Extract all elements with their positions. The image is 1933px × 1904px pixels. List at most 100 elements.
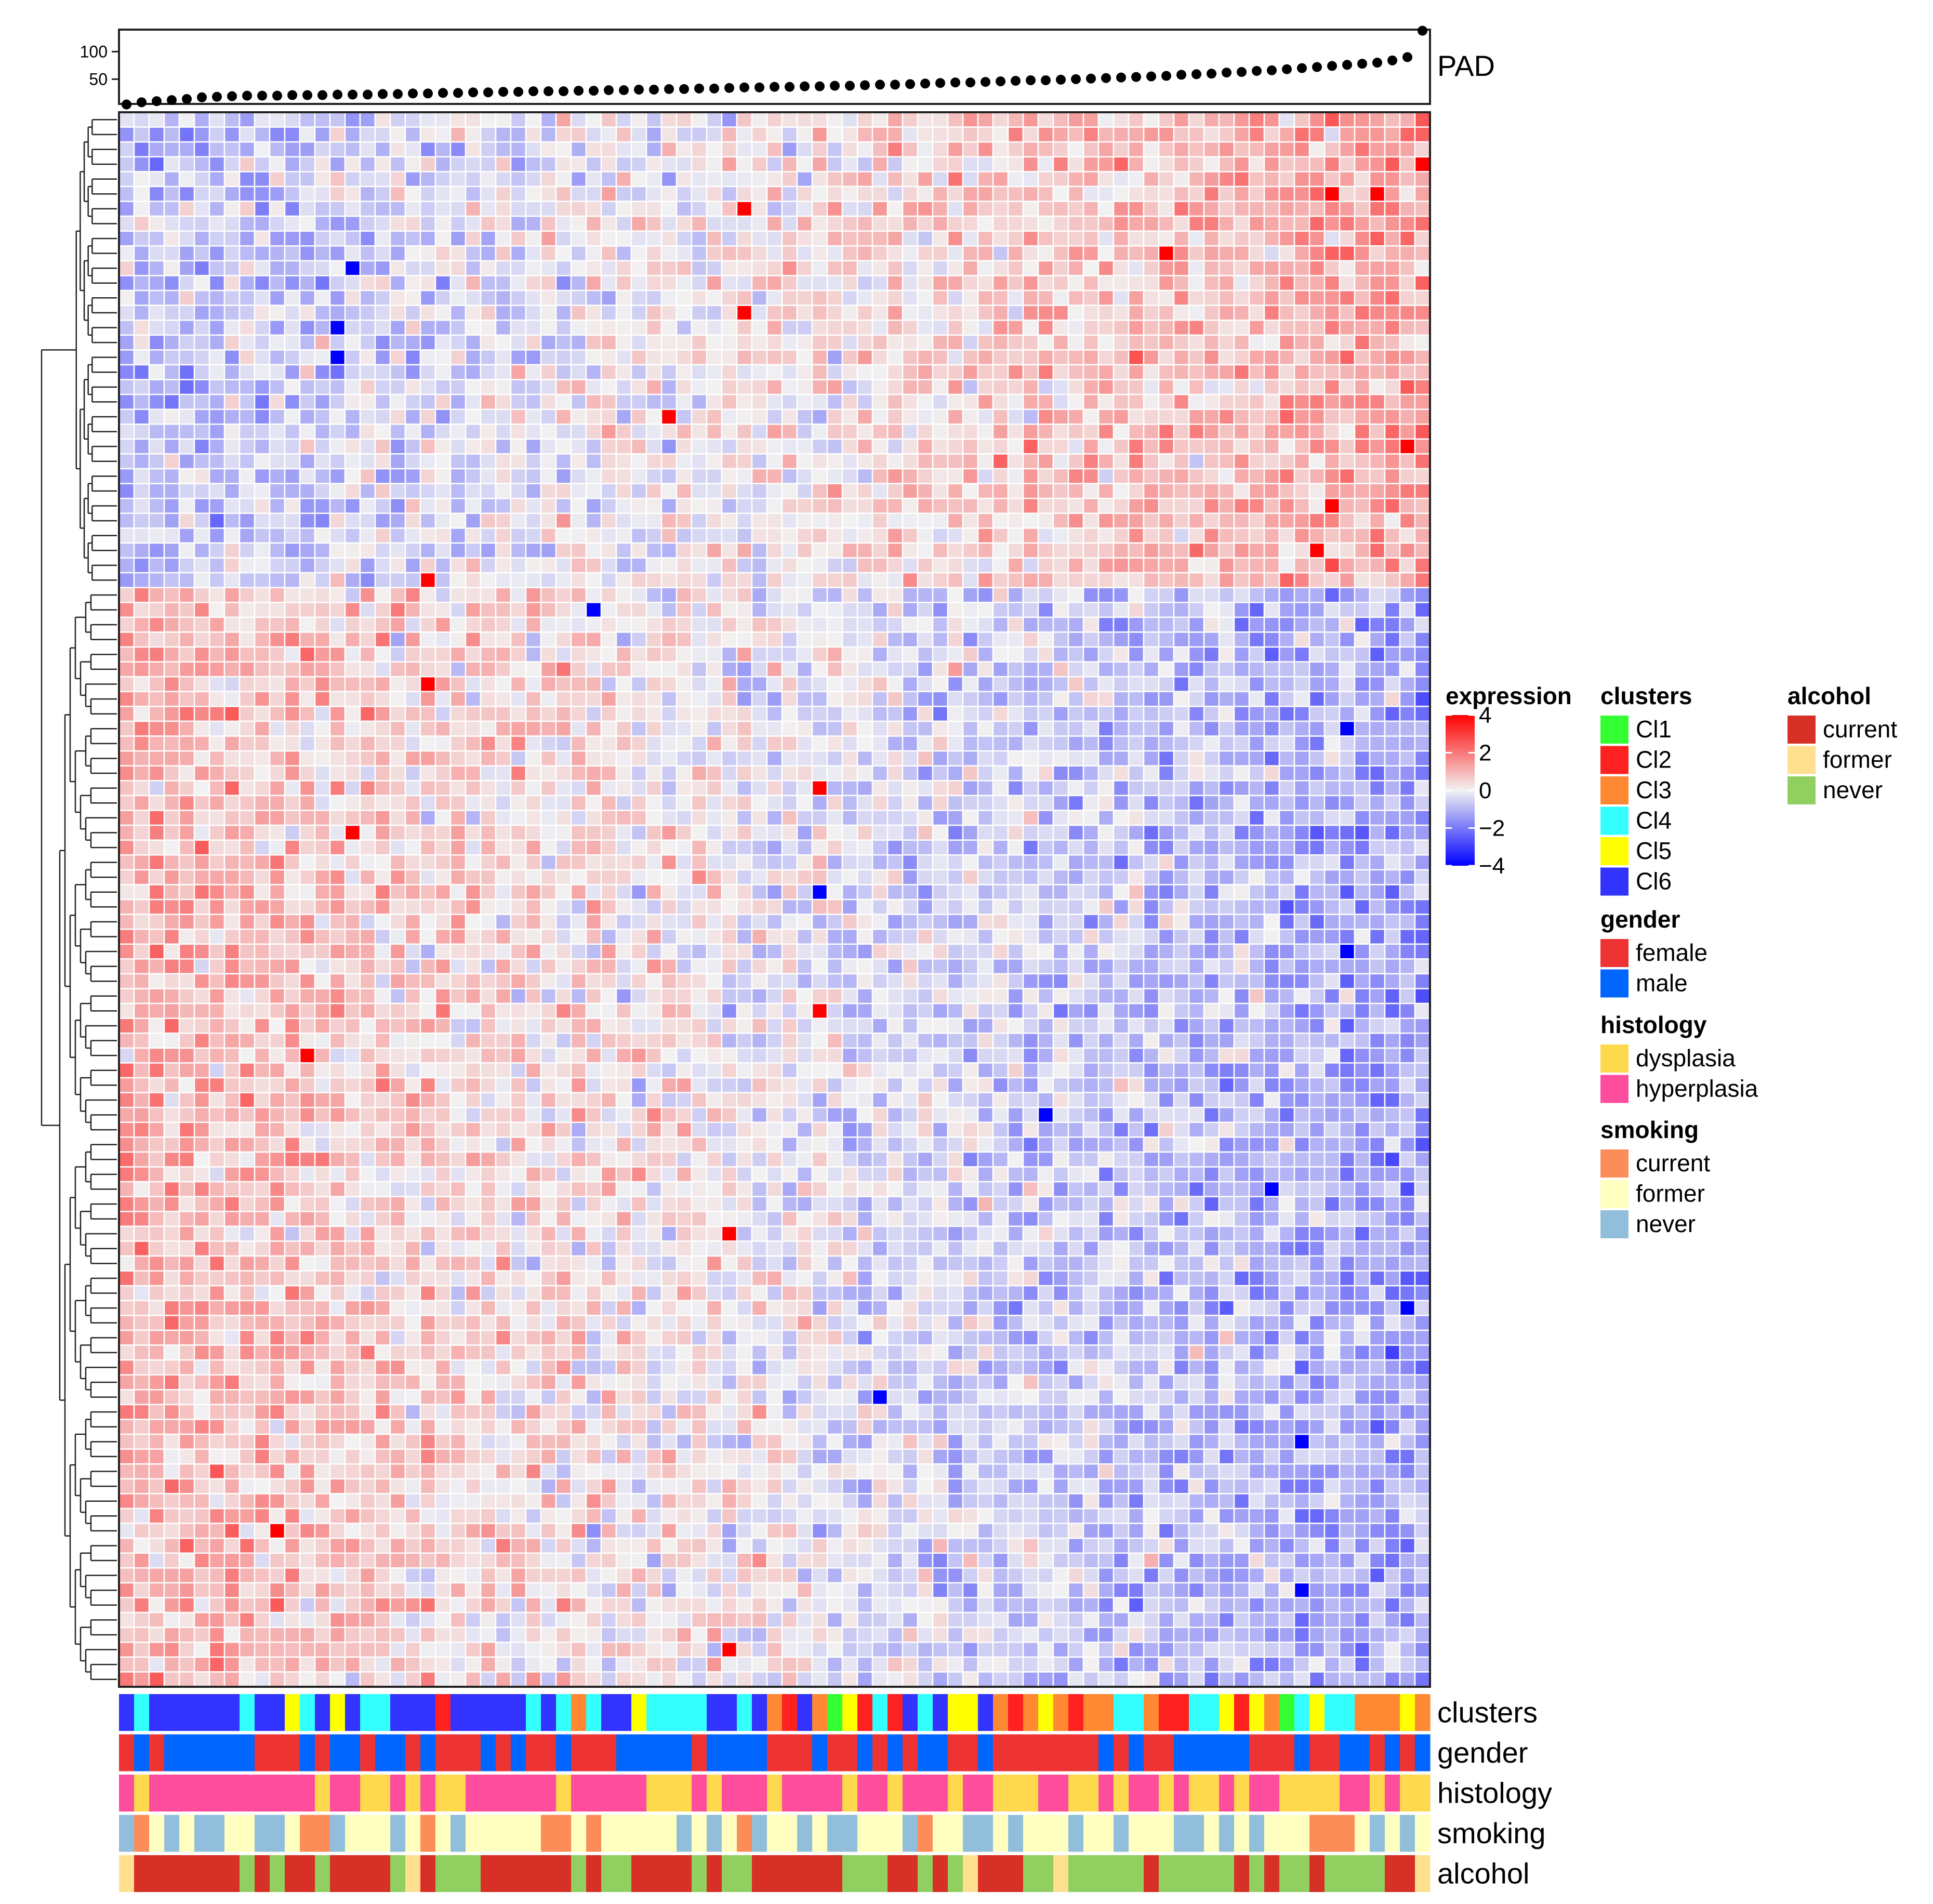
heatmap-cell (1037, 795, 1054, 811)
heatmap-cell (449, 260, 467, 276)
heatmap-cell (630, 706, 647, 722)
heatmap-cell (1399, 424, 1416, 440)
heatmap-cell (1037, 334, 1054, 351)
heatmap-cell (1158, 587, 1175, 603)
heatmap-cell (269, 616, 286, 633)
heatmap-cell (585, 512, 602, 529)
heatmap-cell (856, 424, 873, 440)
heatmap-cell (962, 527, 979, 544)
heatmap-cell (434, 720, 452, 737)
heatmap-cell (781, 305, 798, 321)
heatmap-cell (1218, 557, 1235, 574)
heatmap-cell (1052, 305, 1069, 321)
heatmap-cell (1113, 869, 1130, 885)
heatmap-cell (510, 587, 527, 603)
heatmap-cell (1323, 468, 1341, 484)
heatmap-cell (404, 824, 421, 841)
heatmap-cell (902, 349, 919, 366)
heatmap-cell (223, 616, 241, 633)
heatmap-cell (1218, 602, 1235, 618)
heatmap-cell (977, 765, 994, 782)
heatmap-cell (630, 557, 647, 574)
heatmap-cell (1323, 215, 1341, 232)
heatmap-cell (254, 795, 271, 811)
heatmap-cell (721, 438, 738, 455)
heatmap-cell (419, 854, 436, 871)
heatmap-cell (1052, 810, 1069, 826)
heatmap-cell (1248, 720, 1265, 737)
heatmap-cell (465, 468, 482, 484)
heatmap-cell (871, 542, 889, 559)
heatmap-cell (359, 156, 376, 173)
heatmap-cell (1233, 349, 1250, 366)
heatmap-cell (1203, 141, 1220, 158)
heatmap-cell (299, 260, 316, 276)
heatmap-cell (239, 319, 256, 336)
heatmap-cell (585, 898, 602, 915)
heatmap-cell (389, 349, 406, 366)
heatmap-cell (1308, 215, 1326, 232)
heatmap-cell (223, 453, 241, 470)
heatmap-cell (1143, 334, 1160, 351)
heatmap-cell (902, 691, 919, 707)
heatmap-cell (254, 156, 271, 173)
heatmap-cell (1414, 854, 1431, 871)
heatmap-cell (540, 854, 557, 871)
heatmap-cell (660, 810, 678, 826)
heatmap-cell (1248, 542, 1265, 559)
heatmap-cell (329, 319, 346, 336)
heatmap-cell (1113, 289, 1130, 306)
heatmap-cell (1082, 572, 1100, 588)
heatmap-cell (1097, 379, 1115, 395)
heatmap-cell (645, 750, 663, 766)
heatmap-cell (1339, 201, 1356, 217)
heatmap-cell (630, 186, 647, 202)
heatmap-cell (676, 691, 693, 707)
heatmap-cell (239, 706, 256, 722)
heatmap-cell (1218, 424, 1235, 440)
heatmap-cell (510, 884, 527, 901)
heatmap-cell (917, 602, 934, 618)
heatmap-cell (947, 260, 964, 276)
heatmap-cell (1323, 602, 1341, 618)
heatmap-cell (570, 810, 587, 826)
heatmap-cell (1007, 750, 1024, 766)
heatmap-cell (525, 691, 542, 707)
heatmap-cell (480, 854, 497, 871)
heatmap-cell (1113, 408, 1130, 425)
heatmap-cell (1188, 393, 1205, 410)
heatmap-cell (947, 646, 964, 663)
heatmap-cell (1293, 468, 1310, 484)
heatmap-cell (1037, 527, 1054, 544)
heatmap-cell (1052, 557, 1069, 574)
heatmap-cell (1278, 824, 1295, 841)
heatmap-cell (886, 483, 904, 499)
heatmap-cell (1188, 720, 1205, 737)
heatmap-cell (1082, 334, 1100, 351)
heatmap-cell (1128, 438, 1145, 455)
heatmap-cell (118, 141, 135, 158)
heatmap-cell (389, 587, 406, 603)
heatmap-cell (284, 824, 301, 841)
heatmap-cell (239, 275, 256, 292)
heatmap-cell (766, 408, 783, 425)
heatmap-cell (751, 275, 768, 292)
heatmap-cell (932, 349, 949, 366)
heatmap-cell (856, 171, 873, 188)
heatmap-cell (1188, 795, 1205, 811)
heatmap-cell (691, 839, 708, 856)
heatmap-cell (148, 379, 165, 395)
heatmap-cell (600, 691, 617, 707)
heatmap-cell (691, 869, 708, 885)
heatmap-cell (1293, 587, 1310, 603)
heatmap-cell (585, 275, 602, 292)
heatmap-cell (570, 186, 587, 202)
heatmap-cell (962, 884, 979, 901)
heatmap-cell (826, 126, 843, 143)
heatmap-cell (374, 527, 391, 544)
heatmap-cell (630, 438, 647, 455)
heatmap-cell (1128, 810, 1145, 826)
heatmap-cell (1263, 735, 1280, 752)
heatmap-cell (359, 275, 376, 292)
heatmap-cell (660, 141, 678, 158)
